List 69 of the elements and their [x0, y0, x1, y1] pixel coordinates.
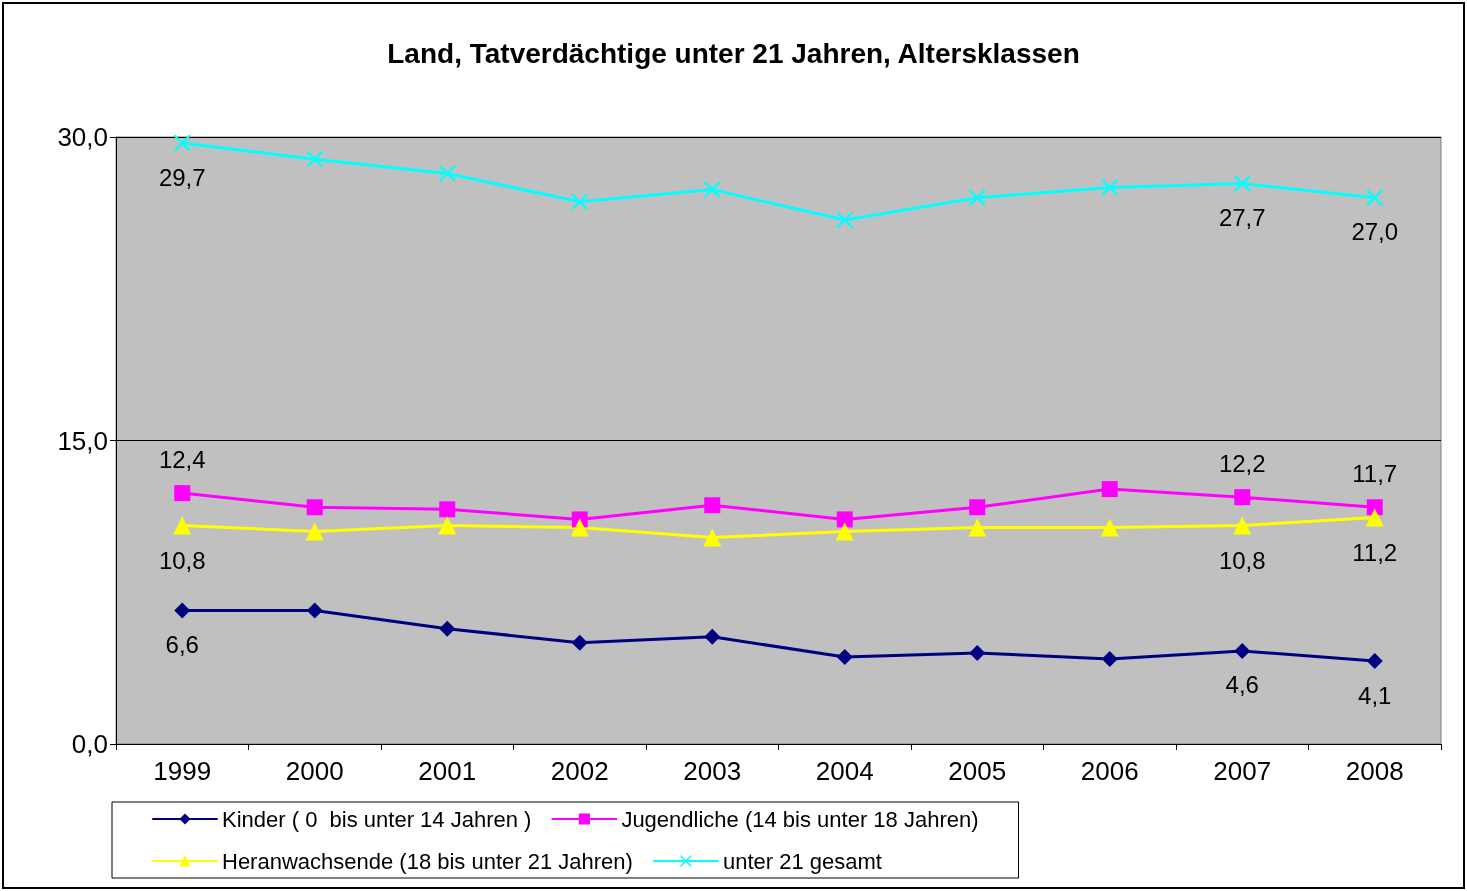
point [306, 499, 323, 516]
point [174, 602, 191, 619]
point [1234, 489, 1251, 506]
point [438, 516, 457, 535]
point [439, 165, 456, 182]
data-label: 4,6 [1225, 671, 1259, 699]
x-tick-label: 2001 [418, 756, 477, 786]
point [1234, 175, 1251, 192]
legend-label: Heranwachsende (18 bis unter 21 Jahren) [222, 848, 633, 874]
point [1366, 653, 1383, 670]
point [704, 628, 721, 645]
point [1233, 516, 1252, 535]
data-label: 27,7 [1218, 204, 1266, 232]
data-label: 12,2 [1218, 449, 1266, 477]
point [439, 501, 456, 518]
chart-title: Land, Tatverdächtige unter 21 Jahren, Altersklassen [387, 37, 1080, 69]
legend-label: Jugendliche (14 bis unter 18 Jahren) [621, 806, 979, 832]
x-tick-label: 2003 [683, 756, 742, 786]
point [305, 522, 324, 541]
point [836, 511, 853, 528]
point [836, 649, 853, 665]
point [969, 499, 986, 516]
data-label: 4,1 [1358, 681, 1392, 709]
x-tick-label: 2004 [815, 756, 874, 786]
point [1234, 642, 1251, 659]
point [570, 518, 589, 537]
point [969, 189, 986, 206]
point [835, 522, 854, 541]
data-label: 10,8 [158, 546, 206, 574]
point [174, 135, 191, 152]
data-label: 27,0 [1351, 218, 1399, 246]
point [1365, 508, 1384, 527]
x-tick-label: 2000 [285, 756, 344, 786]
point [571, 634, 588, 651]
point [439, 620, 456, 637]
point [1366, 189, 1383, 206]
point [173, 516, 192, 535]
x-tick-label: 2005 [948, 756, 1007, 786]
point [1101, 651, 1118, 668]
point [969, 644, 986, 661]
point [306, 151, 323, 168]
y-tick-label: 30,0 [57, 122, 108, 152]
point [306, 602, 323, 619]
x-tick-label: 2008 [1345, 756, 1404, 786]
legend-label: Kinder ( 0 bis unter 14 Jahren ) [222, 806, 532, 832]
point [1366, 499, 1383, 516]
y-tick-label: 0,0 [71, 729, 108, 759]
data-label: 12,4 [158, 445, 206, 473]
point [571, 193, 588, 210]
point [836, 211, 853, 228]
x-tick-label: 2002 [550, 756, 609, 786]
point [1101, 481, 1118, 498]
point [704, 181, 721, 198]
point [174, 485, 191, 502]
point [703, 528, 722, 547]
x-tick-label: 2007 [1213, 756, 1272, 786]
data-label: 29,7 [158, 163, 206, 191]
data-label: 11,2 [1352, 538, 1398, 566]
data-label: 10,8 [1218, 546, 1266, 574]
legend-label: unter 21 gesamt [722, 848, 882, 874]
point [968, 518, 987, 537]
point [1101, 179, 1118, 196]
data-label: 6,6 [165, 630, 199, 658]
data-label: 11,7 [1352, 459, 1398, 487]
x-tick-label: 2006 [1080, 756, 1139, 786]
x-tick-label: 1999 [153, 756, 212, 786]
point [1100, 518, 1119, 537]
point [704, 497, 721, 514]
y-tick-label: 15,0 [57, 425, 108, 456]
